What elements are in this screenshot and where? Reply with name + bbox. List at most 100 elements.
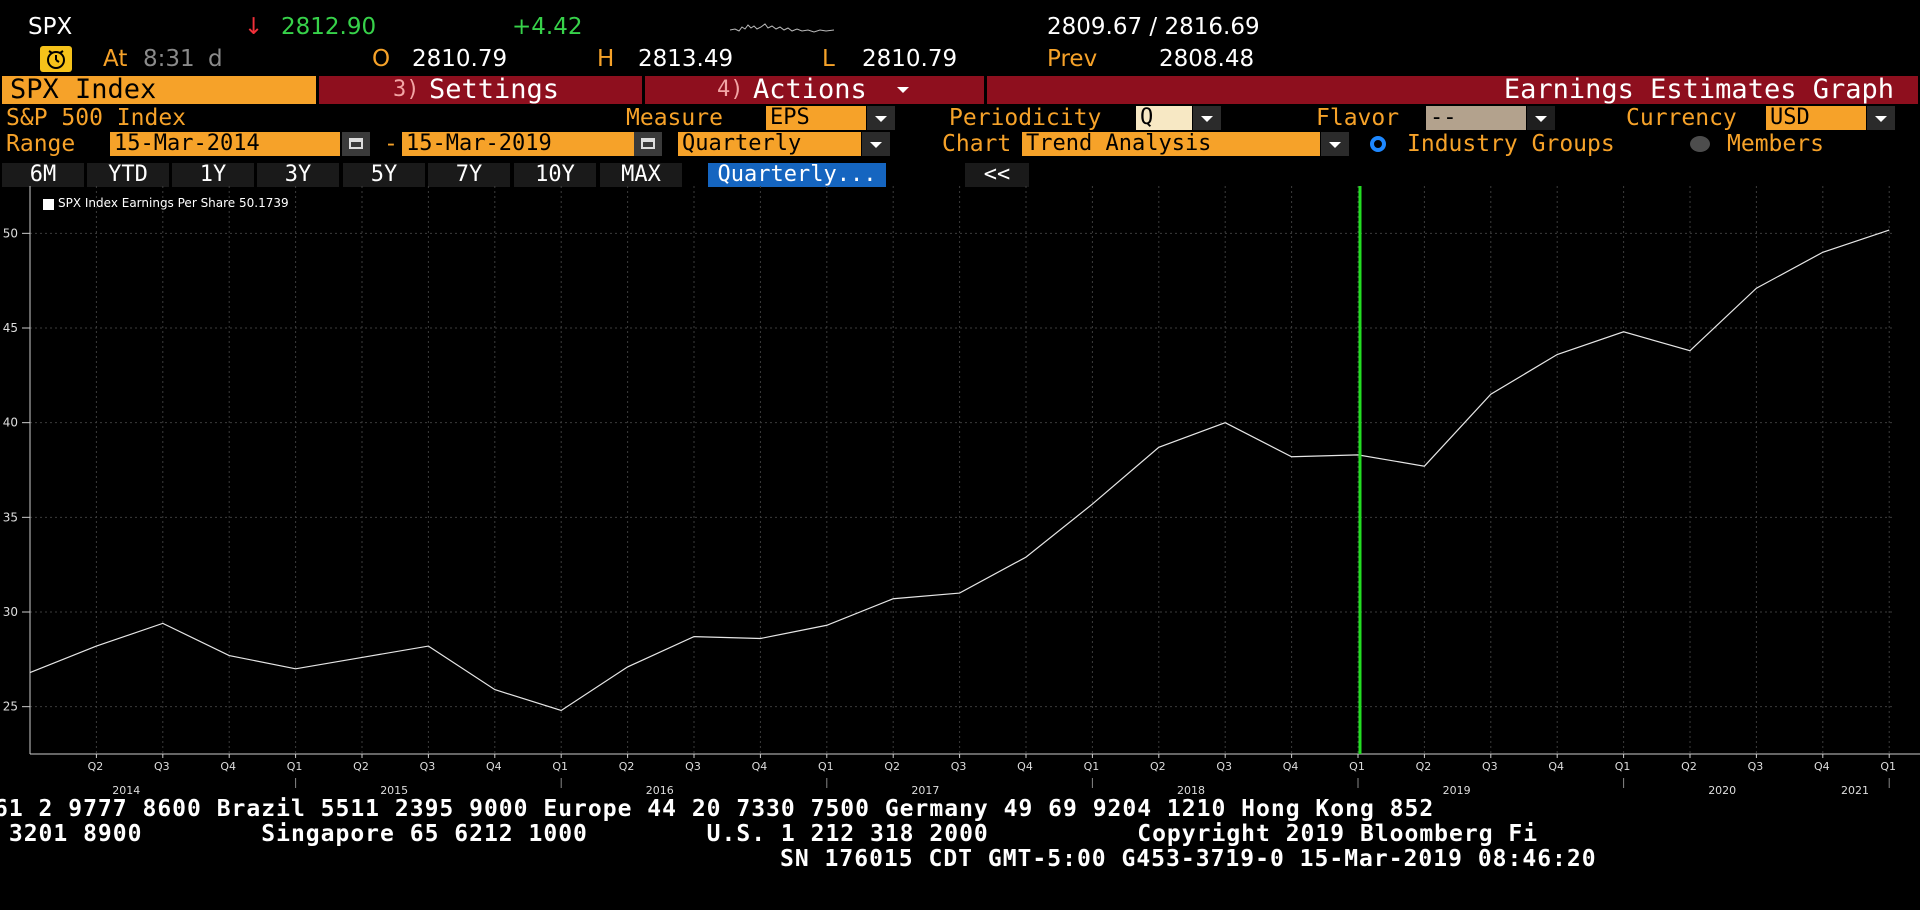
periodicity-select[interactable]: Q (1136, 106, 1192, 130)
open-label: O (372, 46, 391, 72)
x-tick-label: Q2 (619, 760, 635, 773)
x-tick-label: Q2 (884, 760, 900, 773)
flavor-select[interactable]: -- (1426, 106, 1526, 130)
x-tick-label: Q2 (1150, 760, 1166, 773)
range-button-6m[interactable]: 6M (2, 163, 84, 187)
settings-button[interactable]: 3) Settings (319, 76, 642, 104)
x-year-label: 2021 (1841, 784, 1869, 794)
low-label: L (822, 46, 835, 72)
y-tick-label: 40 (3, 416, 18, 430)
chart-legend: SPX Index Earnings Per Share 50.1739 (58, 196, 289, 210)
settings-number: 3) (393, 77, 420, 102)
x-tick-label: Q3 (1748, 760, 1764, 773)
y-tick-label: 50 (3, 226, 18, 240)
x-tick-label: Q3 (1482, 760, 1498, 773)
range-button-1y[interactable]: 1Y (172, 163, 254, 187)
range-end-input[interactable]: 15-Mar-2019 (402, 132, 634, 156)
quote-time: 8:31 (143, 46, 195, 72)
members-radio[interactable] (1690, 136, 1710, 152)
actions-menu[interactable]: 4) Actions (645, 76, 984, 104)
chart-type-dropdown-icon[interactable] (1321, 132, 1349, 156)
x-tick-label: Q4 (1548, 760, 1564, 773)
members-label[interactable]: Members (1727, 131, 1824, 157)
chart-type-select[interactable]: Trend Analysis (1022, 132, 1320, 156)
periodicity-label: Periodicity (949, 105, 1102, 131)
prev-value: 2808.48 (1159, 46, 1255, 72)
x-tick-label: Q2 (88, 760, 104, 773)
sparkline-icon (730, 23, 834, 33)
x-year-label: 2017 (911, 784, 939, 794)
down-arrow-icon: ↓ (244, 14, 264, 40)
industry-groups-label[interactable]: Industry Groups (1407, 131, 1615, 157)
currency-select[interactable]: USD (1766, 106, 1866, 130)
x-tick-label: Q1 (818, 760, 834, 773)
x-tick-label: Q1 (1349, 760, 1365, 773)
industry-groups-radio[interactable] (1370, 136, 1386, 152)
y-tick-label: 35 (3, 510, 18, 524)
security-label: SPX Index (10, 74, 157, 105)
x-tick-label: Q1 (1880, 760, 1896, 773)
x-year-label: 2020 (1708, 784, 1736, 794)
measure-dropdown-icon[interactable] (867, 106, 895, 130)
range-separator: - (384, 131, 398, 157)
prev-label: Prev (1047, 46, 1098, 72)
x-year-label: 2019 (1443, 784, 1471, 794)
range-button-3y[interactable]: 3Y (257, 163, 339, 187)
x-tick-label: Q4 (1283, 760, 1299, 773)
y-tick-label: 45 (3, 321, 18, 335)
index-name: S&P 500 Index (6, 105, 187, 131)
high-value: 2813.49 (638, 46, 734, 72)
x-tick-label: Q1 (287, 760, 303, 773)
x-tick-label: Q4 (752, 760, 768, 773)
x-year-label: 2014 (112, 784, 140, 794)
x-year-label: 2015 (380, 784, 408, 794)
net-change: +4.42 (512, 14, 583, 40)
at-label: At (103, 46, 128, 72)
x-tick-label: Q4 (1017, 760, 1033, 773)
range-button-ytd[interactable]: YTD (87, 163, 169, 187)
flavor-dropdown-icon[interactable] (1527, 106, 1555, 130)
legend-swatch (43, 199, 54, 210)
alarm-clock-icon[interactable] (40, 46, 72, 72)
range-label: Range (6, 131, 76, 157)
x-year-label: 2018 (1177, 784, 1205, 794)
range-button-max[interactable]: MAX (600, 163, 682, 187)
currency-label: Currency (1626, 105, 1737, 131)
low-value: 2810.79 (862, 46, 958, 72)
chevron-down-icon (897, 87, 909, 93)
x-tick-label: Q2 (353, 760, 369, 773)
measure-select[interactable]: EPS (766, 106, 866, 130)
x-tick-label: Q3 (951, 760, 967, 773)
y-tick-label: 30 (3, 605, 18, 619)
currency-dropdown-icon[interactable] (1867, 106, 1895, 130)
function-title-bar: Earnings Estimates Graph (987, 76, 1918, 104)
x-year-label: 2016 (646, 784, 674, 794)
range-button-7y[interactable]: 7Y (428, 163, 510, 187)
x-tick-label: Q3 (685, 760, 701, 773)
footer-session-info: SN 176015 CDT GMT-5:00 G453-3719-0 15-Ma… (780, 846, 1597, 872)
y-tick-label: 25 (3, 700, 18, 714)
function-title: Earnings Estimates Graph (1503, 74, 1894, 105)
footer-contacts-line2: 3201 8900 Singapore 65 6212 1000 U.S. 1 … (0, 821, 1539, 847)
security-tab[interactable]: SPX Index (2, 76, 316, 104)
eps-chart: 25 30 35 40 45 50 Q2 Q3 Q4 Q1 Q2 Q3 Q4 Q1 Q2 Q3 Q4 Q1 Q2 Q3… (3, 186, 1920, 794)
calendar-icon[interactable] (634, 132, 662, 156)
collapse-button[interactable]: << (965, 163, 1029, 187)
flavor-label: Flavor (1316, 105, 1400, 131)
chart-label: Chart (942, 131, 1012, 157)
calendar-icon[interactable] (342, 132, 370, 156)
high-label: H (597, 46, 615, 72)
settings-label: Settings (429, 74, 560, 105)
x-tick-label: Q2 (1681, 760, 1697, 773)
range-button-5y[interactable]: 5Y (343, 163, 425, 187)
open-value: 2810.79 (412, 46, 508, 72)
footer-contacts-line1: 61 2 9777 8600 Brazil 5511 2395 9000 Eur… (0, 796, 1435, 822)
quarterly-button[interactable]: Quarterly... (708, 163, 886, 187)
periodicity-dropdown-icon[interactable] (1193, 106, 1221, 130)
frequency-dropdown-icon[interactable] (862, 132, 890, 156)
range-button-10y[interactable]: 10Y (514, 163, 596, 187)
eps-series-line (29, 229, 1890, 712)
range-frequency-select[interactable]: Quarterly (678, 132, 861, 156)
x-tick-label: Q2 (1416, 760, 1432, 773)
range-start-input[interactable]: 15-Mar-2014 (110, 132, 340, 156)
